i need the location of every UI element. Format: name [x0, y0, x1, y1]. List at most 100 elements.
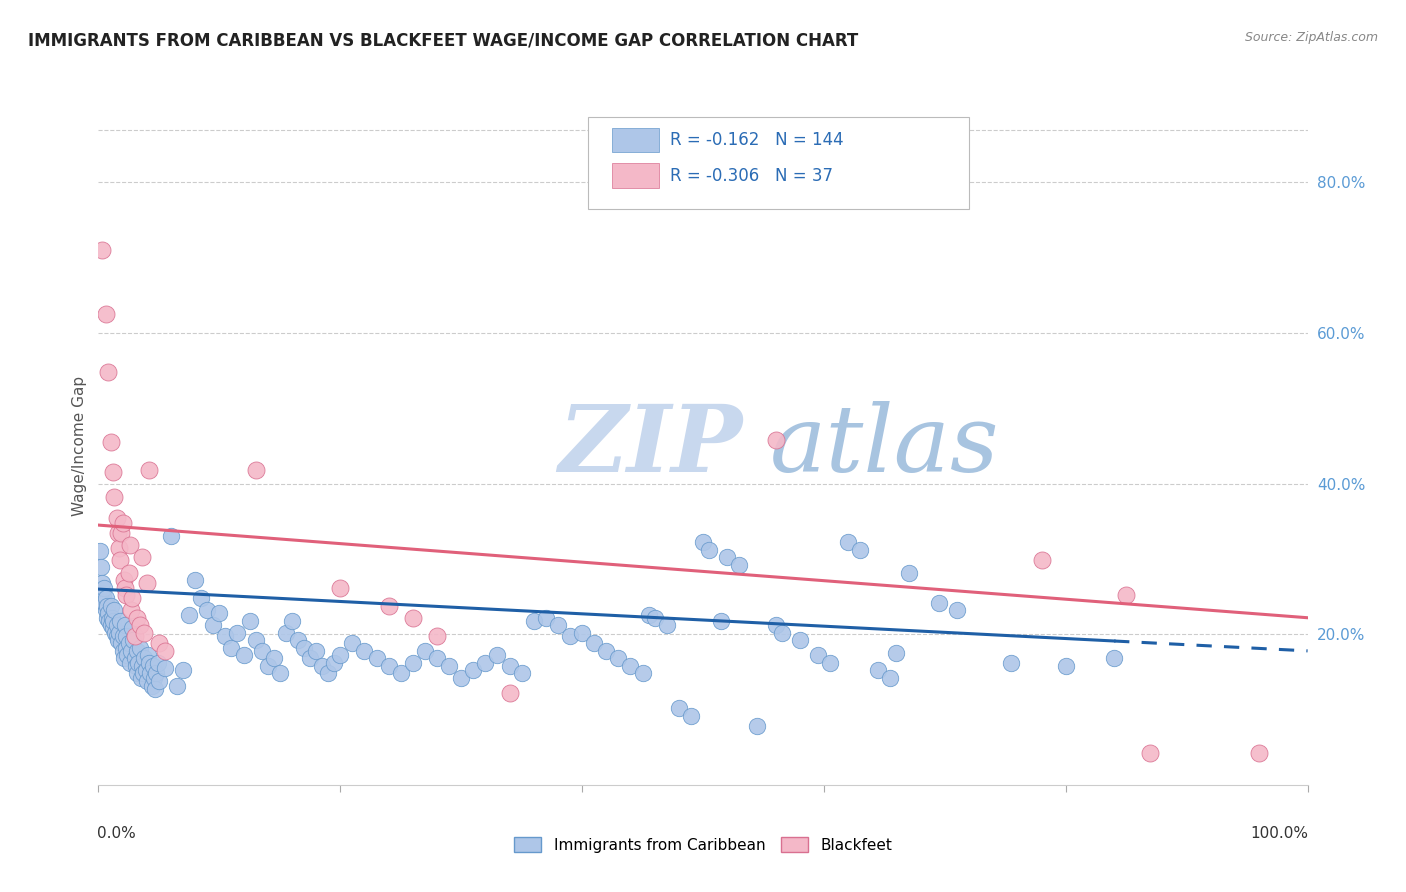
Point — [644, 611, 666, 625]
Text: IMMIGRANTS FROM CARIBBEAN VS BLACKFEET WAGE/INCOME GAP CORRELATION CHART: IMMIGRANTS FROM CARIBBEAN VS BLACKFEET W… — [28, 31, 859, 49]
Point — [413, 644, 436, 658]
Point — [316, 666, 339, 681]
Point — [879, 671, 901, 685]
Point — [239, 614, 262, 628]
Point — [770, 625, 793, 640]
Point — [89, 544, 111, 558]
Point — [105, 618, 128, 632]
FancyBboxPatch shape — [613, 128, 659, 153]
Point — [96, 611, 118, 625]
Point — [245, 463, 267, 477]
Point — [103, 603, 125, 617]
Point — [94, 591, 117, 606]
Point — [837, 535, 859, 549]
Point — [101, 621, 124, 635]
Point — [128, 640, 150, 655]
Y-axis label: Wage/Income Gap: Wage/Income Gap — [72, 376, 87, 516]
Point — [1249, 747, 1271, 761]
Point — [1102, 651, 1125, 665]
Point — [96, 599, 118, 613]
Point — [619, 659, 641, 673]
Point — [115, 588, 138, 602]
Point — [125, 659, 148, 673]
Point — [111, 516, 134, 530]
Point — [121, 621, 143, 635]
Point — [292, 640, 315, 655]
Text: 100.0%: 100.0% — [1251, 826, 1309, 840]
Point — [547, 618, 569, 632]
Point — [153, 644, 176, 658]
Point — [498, 659, 520, 673]
Point — [353, 644, 375, 658]
Point — [1115, 588, 1137, 602]
Point — [127, 611, 149, 625]
Point — [1000, 656, 1022, 670]
Point — [127, 666, 149, 681]
Point — [607, 651, 630, 665]
Point — [510, 666, 533, 681]
Point — [108, 553, 131, 567]
Point — [226, 625, 249, 640]
Point — [100, 618, 122, 632]
Point — [121, 591, 143, 606]
Text: R = -0.306   N = 37: R = -0.306 N = 37 — [671, 167, 834, 185]
Point — [93, 596, 115, 610]
Point — [148, 673, 170, 688]
Point — [143, 671, 166, 685]
Point — [305, 644, 328, 658]
Point — [195, 603, 218, 617]
Point — [108, 614, 131, 628]
Point — [135, 664, 157, 678]
Point — [214, 629, 236, 643]
Point — [256, 659, 278, 673]
Point — [135, 673, 157, 688]
Point — [124, 651, 146, 665]
Point — [136, 648, 159, 663]
Point — [115, 629, 138, 643]
Point — [377, 599, 399, 613]
Point — [111, 629, 134, 643]
Point — [208, 606, 231, 620]
Point — [111, 644, 134, 658]
Point — [134, 625, 156, 640]
Point — [91, 590, 114, 604]
Point — [377, 659, 399, 673]
Point — [245, 633, 267, 648]
Point — [117, 648, 139, 663]
Point — [132, 666, 155, 681]
Text: ZIP: ZIP — [558, 401, 742, 491]
Point — [124, 629, 146, 643]
Point — [100, 599, 122, 613]
Point — [98, 614, 121, 628]
Point — [221, 640, 243, 655]
Point — [97, 365, 120, 379]
Point — [534, 611, 557, 625]
Point — [115, 640, 138, 655]
Point — [1054, 659, 1077, 673]
Point — [637, 608, 659, 623]
Point — [498, 686, 520, 700]
Point — [93, 581, 115, 595]
Legend: Immigrants from Caribbean, Blackfeet: Immigrants from Caribbean, Blackfeet — [508, 830, 898, 859]
Point — [486, 648, 509, 663]
Point — [697, 543, 720, 558]
Point — [118, 656, 141, 670]
Point — [849, 543, 872, 558]
Point — [342, 636, 364, 650]
Point — [946, 603, 969, 617]
Point — [765, 433, 787, 447]
Point — [143, 681, 166, 696]
FancyBboxPatch shape — [588, 117, 969, 209]
Point — [141, 679, 163, 693]
Point — [366, 651, 388, 665]
Point — [765, 618, 787, 632]
Point — [100, 435, 122, 450]
Point — [131, 659, 153, 673]
Point — [595, 644, 617, 658]
Point — [105, 510, 128, 524]
Point — [135, 576, 157, 591]
Point — [747, 719, 769, 733]
Point — [153, 661, 176, 675]
Point — [274, 625, 297, 640]
Point — [110, 636, 132, 650]
